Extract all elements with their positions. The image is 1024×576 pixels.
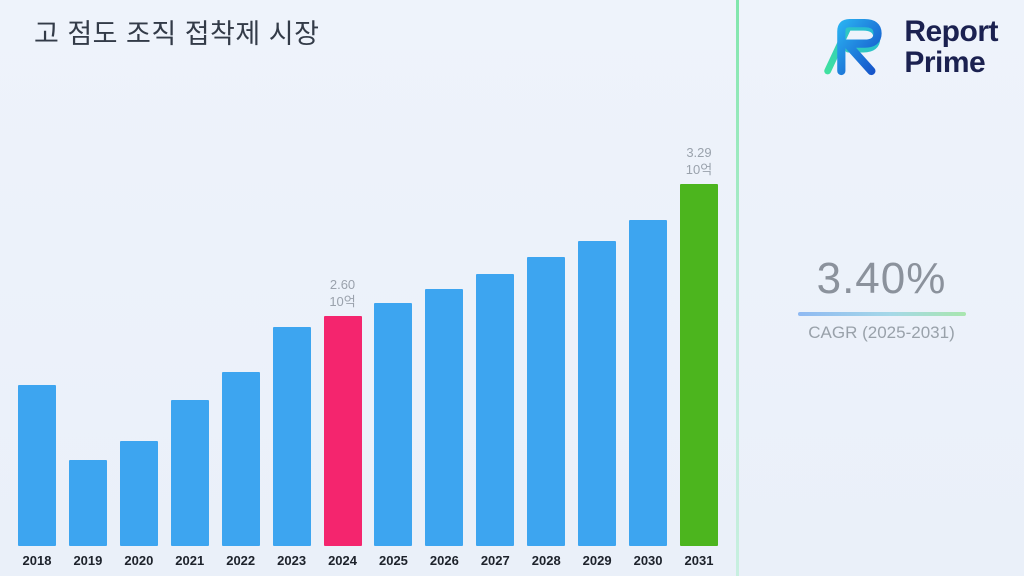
right-panel: Report Prime 3.40% CAGR (2025-2031) — [739, 0, 1024, 576]
x-axis-label-2029: 2029 — [582, 553, 612, 568]
bar-2031 — [679, 184, 718, 546]
bar-value-label-2031: 3.29 10억 — [685, 145, 713, 178]
cagr-label: CAGR (2025-2031) — [808, 323, 955, 342]
bar-2022 — [221, 372, 260, 546]
x-axis-label-2031: 2031 — [684, 553, 714, 568]
vertical-divider — [736, 0, 739, 576]
page-title: 고 점도 조직 접착제 시장 — [34, 19, 320, 49]
x-axis-label-2020: 2020 — [124, 553, 154, 568]
x-axis-label-2022: 2022 — [226, 553, 256, 568]
bar-2024 — [323, 316, 362, 546]
bar-2030 — [629, 220, 668, 546]
report-prime-logo: Report Prime — [814, 10, 998, 85]
logo-wordmark: Report Prime — [904, 14, 998, 79]
bar-2029 — [578, 241, 617, 546]
bar-group-2018: 2018 — [12, 385, 62, 568]
bar-2018 — [18, 385, 56, 546]
bar-2023 — [272, 327, 311, 546]
bar-chart: 2018 2019 2020 2021 2022 2023 2.60 10억 2024 2025 2… — [12, 116, 724, 568]
bar-group-2022: 2022 — [216, 372, 266, 568]
bar-group-2019: 2019 — [63, 460, 113, 568]
bar-group-2029: 2029 — [572, 241, 622, 568]
bar-value-label-2024: 2.60 10억 — [329, 277, 356, 310]
bar-2020 — [119, 441, 158, 546]
cagr-block: 3.40% CAGR (2025-2031) — [739, 254, 1024, 343]
bar-2027 — [476, 274, 515, 546]
bar-group-2026: 2026 — [419, 289, 469, 568]
bar-group-2025: 2025 — [368, 303, 418, 568]
x-axis-label-2019: 2019 — [73, 553, 103, 568]
x-axis-label-2025: 2025 — [378, 553, 408, 568]
x-axis-label-2018: 2018 — [22, 553, 52, 568]
x-axis-label-2026: 2026 — [429, 553, 459, 568]
x-axis-label-2030: 2030 — [633, 553, 663, 568]
logo-word-prime: Prime — [904, 45, 986, 79]
x-axis-label-2028: 2028 — [531, 553, 561, 568]
x-axis-label-2023: 2023 — [277, 553, 307, 568]
cagr-value: 3.40% — [816, 254, 947, 303]
cagr-underline — [797, 312, 966, 316]
x-axis-label-2024: 2024 — [328, 553, 357, 568]
bar-2028 — [527, 257, 566, 546]
bar-2025 — [374, 303, 413, 546]
bar-group-2023: 2023 — [267, 327, 317, 568]
bar-2021 — [170, 400, 209, 546]
bar-2019 — [68, 460, 107, 546]
bar-2026 — [425, 289, 464, 546]
x-axis-label-2021: 2021 — [175, 553, 205, 568]
x-axis-label-2027: 2027 — [480, 553, 510, 568]
bar-group-2020: 2020 — [114, 441, 164, 568]
logo-word-report: Report — [904, 14, 998, 48]
bar-group-2027: 2027 — [470, 274, 520, 568]
bar-group-2028: 2028 — [521, 257, 571, 568]
bar-group-2031: 3.29 10억 2031 — [674, 145, 724, 568]
bar-group-2024: 2.60 10억 2024 — [318, 277, 368, 568]
bar-group-2030: 2030 — [623, 220, 673, 568]
report-prime-logo-icon — [814, 10, 896, 85]
bar-group-2021: 2021 — [165, 400, 215, 568]
